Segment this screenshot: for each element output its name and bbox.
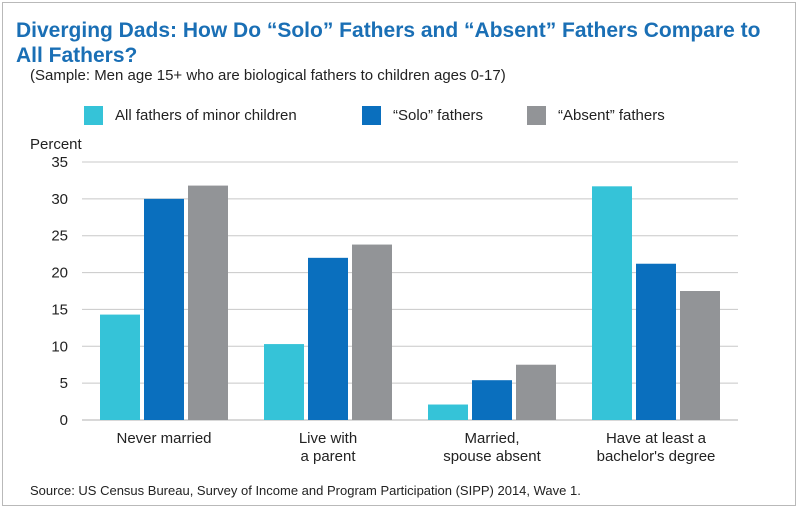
legend-swatch-solo-fathers bbox=[362, 105, 381, 125]
legend-label-solo-fathers: “Solo” fathers bbox=[393, 106, 484, 124]
y-tick-label: 15 bbox=[51, 301, 68, 318]
y-tick-label: 10 bbox=[51, 338, 68, 355]
bar bbox=[144, 198, 184, 420]
bar bbox=[680, 291, 720, 420]
y-tick-label: 5 bbox=[60, 375, 68, 392]
bar bbox=[308, 257, 348, 420]
bar bbox=[188, 185, 228, 420]
bar bbox=[592, 186, 632, 420]
legend-swatch-all-fathers bbox=[84, 105, 103, 125]
bar bbox=[428, 404, 468, 420]
y-tick-label: 25 bbox=[51, 228, 68, 245]
bar bbox=[636, 263, 676, 420]
x-tick-label: a parent bbox=[300, 448, 356, 465]
source-note: Source: US Census Bureau, Survey of Inco… bbox=[30, 483, 581, 498]
y-axis-label: Percent bbox=[30, 136, 82, 153]
legend-item-solo-fathers: “Solo” fathers bbox=[362, 104, 483, 126]
y-tick-label: 35 bbox=[51, 154, 68, 171]
x-tick-label: Live with bbox=[299, 430, 357, 447]
x-tick-label: Never married bbox=[116, 430, 211, 447]
legend-item-all-fathers: All fathers of minor children bbox=[84, 104, 297, 126]
bar bbox=[100, 314, 140, 420]
y-tick-label: 20 bbox=[51, 265, 68, 282]
x-tick-label: spouse absent bbox=[443, 448, 541, 465]
chart-subtitle: (Sample: Men age 15+ who are biological … bbox=[30, 67, 506, 84]
bar bbox=[264, 344, 304, 420]
legend-item-absent-fathers: “Absent” fathers bbox=[527, 104, 665, 126]
bar bbox=[516, 364, 556, 420]
x-tick-label: bachelor's degree bbox=[597, 448, 716, 465]
bar bbox=[472, 380, 512, 420]
bar bbox=[352, 244, 392, 420]
y-tick-label: 0 bbox=[60, 412, 68, 429]
legend-label-all-fathers: All fathers of minor children bbox=[115, 106, 297, 124]
x-tick-label: Have at least a bbox=[606, 430, 707, 447]
legend-swatch-absent-fathers bbox=[527, 105, 546, 125]
chart-title: Diverging Dads: How Do “Solo” Fathers an… bbox=[16, 19, 761, 67]
legend-label-absent-fathers: “Absent” fathers bbox=[558, 106, 665, 124]
y-tick-label: 30 bbox=[51, 191, 68, 208]
x-tick-label: Married, bbox=[464, 430, 519, 447]
